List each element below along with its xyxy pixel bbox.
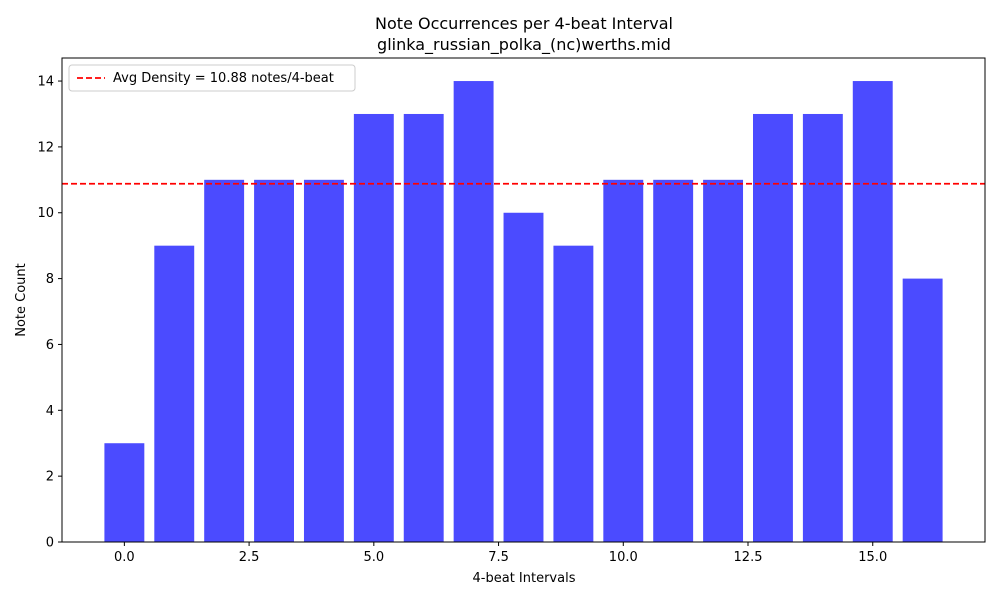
legend-label: Avg Density = 10.88 notes/4-beat: [113, 71, 334, 86]
x-tick-label: 12.5: [734, 550, 763, 565]
y-tick-label: 8: [46, 272, 54, 287]
y-axis-ticks: 0 2 4 6 8 10 12 14: [37, 75, 62, 551]
chart-subtitle: glinka_russian_polka_(nc)werths.mid: [377, 35, 671, 55]
bar-7: [453, 81, 494, 543]
bar-2: [204, 179, 245, 543]
bar-11: [653, 179, 694, 543]
x-axis-label: 4-beat Intervals: [473, 571, 576, 586]
x-tick-label: 2.5: [239, 550, 260, 565]
bar-12: [703, 179, 744, 543]
bar-3: [254, 179, 294, 543]
y-tick-label: 4: [46, 404, 54, 419]
bars: [104, 81, 943, 543]
legend-box: [68, 64, 356, 92]
bar-6: [403, 113, 444, 543]
bar-16: [902, 278, 943, 542]
y-tick-label: 10: [37, 206, 54, 221]
chart-title: Note Occurrences per 4-beat Interval: [375, 14, 673, 33]
legend: Avg Density = 10.88 notes/4-beat: [68, 64, 356, 92]
x-tick-label: 10.0: [609, 550, 638, 565]
bar-5: [353, 113, 394, 543]
bar-9: [553, 245, 594, 542]
y-tick-label: 6: [46, 338, 54, 353]
y-tick-label: 14: [37, 75, 54, 90]
bar-4: [303, 179, 344, 543]
x-tick-label: 0.0: [114, 550, 135, 565]
bar-0: [104, 443, 145, 542]
bar-13: [753, 113, 793, 543]
y-tick-label: 12: [37, 140, 54, 155]
x-tick-label: 5.0: [363, 550, 384, 565]
plot-frame: [61, 57, 986, 543]
x-tick-label: 7.5: [488, 550, 509, 565]
bar-14: [802, 113, 843, 543]
bar-8: [503, 212, 544, 543]
y-tick-label: 2: [46, 470, 54, 485]
y-axis-label: Note Count: [14, 263, 29, 337]
bar-15: [852, 81, 893, 543]
x-axis-ticks: 0.0 2.5 5.0 7.5 10.0 12.5 15.0: [114, 542, 887, 565]
bar-1: [154, 245, 195, 542]
bar-10: [603, 179, 644, 543]
x-tick-label: 15.0: [858, 550, 887, 565]
y-tick-label: 0: [46, 536, 54, 551]
